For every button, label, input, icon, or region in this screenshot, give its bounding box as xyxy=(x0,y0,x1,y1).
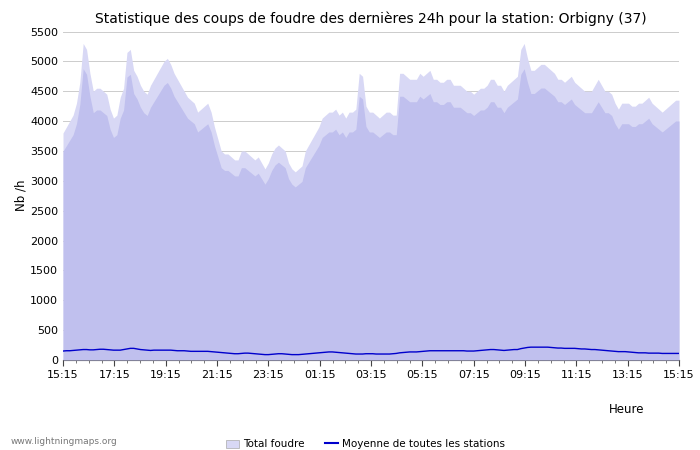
Text: Heure: Heure xyxy=(608,403,644,416)
Y-axis label: Nb /h: Nb /h xyxy=(14,180,27,211)
Text: www.lightningmaps.org: www.lightningmaps.org xyxy=(10,436,118,446)
Title: Statistique des coups de foudre des dernières 24h pour la station: Orbigny (37): Statistique des coups de foudre des dern… xyxy=(95,12,647,26)
